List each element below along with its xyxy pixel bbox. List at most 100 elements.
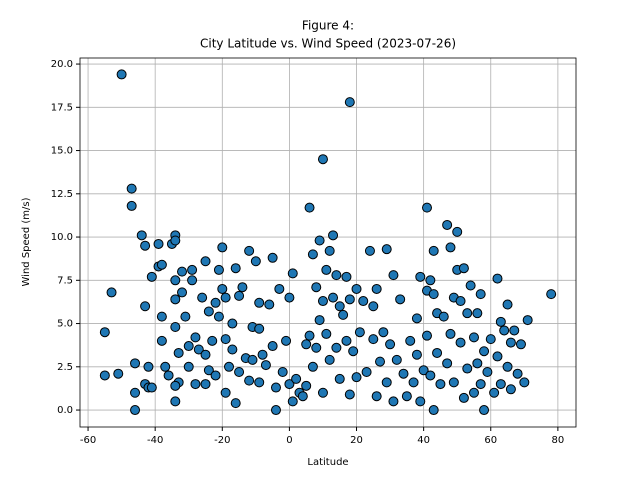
point	[388, 396, 399, 407]
point	[328, 292, 339, 303]
y-tick-label: 7.5	[57, 275, 73, 286]
point	[220, 292, 231, 303]
point	[341, 271, 352, 282]
point	[334, 373, 345, 384]
y-tick-label: 12.5	[51, 189, 73, 200]
point	[244, 245, 255, 256]
point	[324, 245, 335, 256]
point	[190, 379, 201, 390]
y-tick-label: 17.5	[51, 102, 73, 113]
point	[371, 283, 382, 294]
x-tick-label: -20	[214, 435, 230, 446]
point	[354, 327, 365, 338]
point	[281, 335, 292, 346]
point	[411, 313, 422, 324]
point	[130, 405, 141, 416]
point	[482, 366, 493, 377]
point	[291, 373, 302, 384]
point	[515, 339, 526, 350]
point	[307, 249, 318, 260]
point	[475, 379, 486, 390]
point	[210, 297, 221, 308]
y-tick-label: 2.5	[57, 362, 73, 373]
point	[522, 315, 533, 326]
point	[197, 292, 208, 303]
point	[297, 391, 308, 402]
point	[234, 290, 245, 301]
point	[173, 347, 184, 358]
point	[546, 289, 557, 300]
point	[408, 377, 419, 388]
point	[287, 268, 298, 279]
point	[455, 337, 466, 348]
point	[452, 226, 463, 237]
point	[391, 354, 402, 365]
point	[341, 335, 352, 346]
point	[284, 379, 295, 390]
point	[321, 328, 332, 339]
point	[230, 263, 241, 274]
point	[428, 405, 439, 416]
point	[254, 323, 265, 334]
point	[405, 335, 416, 346]
point	[411, 349, 422, 360]
point	[468, 332, 479, 343]
point	[435, 379, 446, 390]
point	[224, 361, 235, 372]
point	[130, 387, 141, 398]
point	[170, 235, 181, 246]
y-tick-label: 0.0	[57, 405, 73, 416]
point	[257, 349, 268, 360]
point	[321, 264, 332, 275]
point	[361, 366, 372, 377]
x-tick-label: 60	[484, 435, 497, 446]
point	[180, 311, 191, 322]
point	[170, 380, 181, 391]
point	[203, 306, 214, 317]
point	[468, 387, 479, 398]
point	[364, 245, 375, 256]
point	[331, 342, 342, 353]
point	[368, 334, 379, 345]
point	[489, 387, 500, 398]
point	[160, 361, 171, 372]
point	[163, 370, 174, 381]
point	[398, 368, 409, 379]
point	[156, 335, 167, 346]
point	[146, 382, 157, 393]
point	[307, 361, 318, 372]
point	[338, 309, 349, 320]
point	[170, 396, 181, 407]
point	[217, 242, 228, 253]
point	[334, 301, 345, 312]
point	[200, 379, 211, 390]
point	[244, 375, 255, 386]
point	[462, 363, 473, 374]
point	[499, 325, 510, 336]
point	[512, 368, 523, 379]
point	[277, 366, 288, 377]
point	[153, 238, 164, 249]
point	[99, 327, 110, 338]
point	[250, 256, 261, 267]
point	[458, 263, 469, 274]
point	[317, 154, 328, 165]
point	[254, 377, 265, 388]
point	[200, 256, 211, 267]
point	[200, 349, 211, 360]
point	[462, 308, 473, 319]
point	[448, 377, 459, 388]
point	[475, 289, 486, 300]
point	[371, 391, 382, 402]
point	[445, 328, 456, 339]
point	[301, 380, 312, 391]
x-axis-label: Latitude	[307, 457, 348, 468]
point	[140, 301, 151, 312]
point	[140, 240, 151, 251]
point	[237, 282, 248, 293]
point	[495, 316, 506, 327]
point	[472, 358, 483, 369]
point	[509, 325, 520, 336]
point	[415, 271, 426, 282]
point	[203, 365, 214, 376]
